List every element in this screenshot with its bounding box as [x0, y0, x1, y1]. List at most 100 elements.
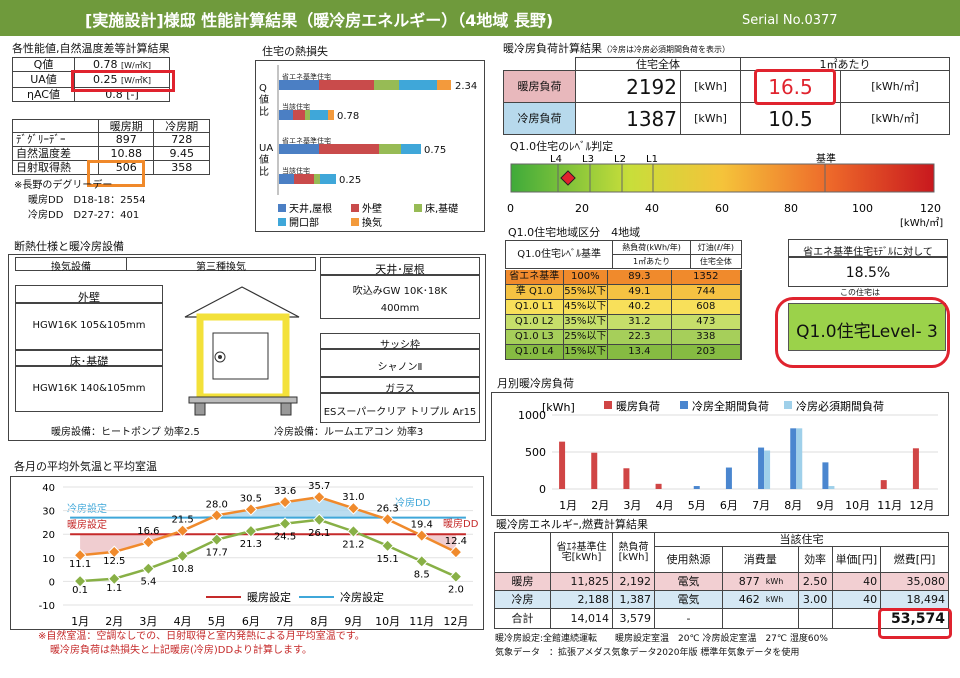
outdoor-label: 17.7 — [206, 548, 228, 559]
sash-label: サッシ枠 — [320, 333, 480, 351]
x-tick: 7月 — [276, 615, 294, 628]
monthly-panel: [kWh] 暖房負荷 冷房全期間負荷 冷房必須期間負荷 0 500 1000 1月 2月… — [491, 392, 949, 516]
x-tick: 8月 — [784, 499, 802, 512]
q1-row: 準 Q1.0 55%以下 49.1 744 — [505, 285, 742, 300]
outdoor-point — [278, 517, 292, 530]
cool-dd-area — [80, 497, 456, 518]
e-c: 暖房 — [494, 572, 551, 591]
e-c: 2,188 — [550, 590, 613, 609]
spec-title: 断熱仕様と暖冷房設備 — [14, 240, 124, 253]
q1-cell: 15%以下 — [564, 345, 609, 359]
q-unit: [W/㎡K] — [120, 61, 152, 70]
outdoor-label: 2.0 — [448, 585, 464, 596]
e-h3: 使用熱源 — [654, 546, 723, 573]
q1-cell: 25%以下 — [564, 330, 609, 344]
y-tick: -10 — [39, 601, 55, 612]
solar-highlight — [87, 160, 145, 187]
room-point — [278, 495, 292, 509]
cool-load-total: 1387 — [575, 102, 681, 135]
q1-row: Q1.0 L1 45%以下 40.2 608 — [505, 300, 742, 315]
q-label: Q値 — [12, 57, 75, 72]
outdoor-label: 15.1 — [376, 554, 398, 565]
q1-row: Q1.0 L4 15%以下 13.4 203 — [505, 345, 742, 360]
x-tick: 3月 — [139, 615, 157, 628]
floor-label: 床･基礎 — [15, 350, 163, 368]
roof-value: 吹込みGW 10K･18K 400mm — [320, 275, 480, 319]
q1-cell: 338 — [672, 330, 741, 344]
y-tick: 20 — [42, 530, 55, 541]
q1-title-text: Q1.0住宅地域区分 — [508, 226, 601, 239]
level-highlight — [775, 297, 950, 368]
x-tick: 9月 — [816, 499, 834, 512]
heat-dd-area — [80, 534, 456, 556]
period-h0 — [12, 119, 99, 133]
e-c: kWh — [762, 590, 799, 609]
temp-note-1: ※自然室温：空調なしでの、日射取得と室内発熱による月平均室温です。 — [38, 631, 365, 642]
tick: 100 — [852, 202, 873, 215]
outdoor-point — [449, 570, 463, 584]
tick: 80 — [784, 202, 798, 215]
e-c: 冷房 — [494, 590, 551, 609]
q1-title: Q1.0住宅地域区分 4地域 — [508, 227, 640, 238]
e-h6: 単価[円] — [831, 546, 882, 573]
mark-l3: L3 — [582, 154, 594, 165]
label-heat-set: 暖房設定 — [67, 518, 107, 531]
bar-0 — [591, 452, 598, 489]
legend-cool-set: 冷房設定 — [340, 590, 384, 604]
period-r0-label: ﾃﾞｸﾞﾘｰﾃﾞｰ — [12, 132, 99, 147]
e-c: 電気 — [654, 590, 723, 609]
e-h1: 熱負荷[kWh] — [612, 532, 655, 573]
q1-region: 4地域 — [611, 226, 641, 239]
bar-2 — [796, 428, 803, 489]
room-point — [312, 490, 326, 504]
label-heat-dd: 暖房DD — [443, 517, 479, 530]
cool-load-per: 10.5 — [740, 102, 841, 135]
y-tick: 0 — [539, 483, 546, 496]
q1-cell: 473 — [672, 315, 741, 329]
q1-cell: 100% — [564, 270, 609, 284]
e-c: 462 — [721, 590, 763, 609]
outdoor-point — [73, 574, 87, 588]
period-r1-heat: 10.88 — [97, 146, 155, 161]
serial-number: Serial No.0377 — [742, 13, 838, 28]
room-label: 12.4 — [445, 536, 467, 547]
room-point — [210, 508, 224, 522]
ua-highlight — [71, 70, 175, 92]
q1-sub1: 住宅全体 — [689, 254, 743, 269]
q1-cell: 55%以下 — [564, 285, 609, 299]
glass-label: ガラス — [320, 377, 480, 395]
energy-row-heat: 暖房 11,825 2,192 電気 877 kWh 2.50 40 35,080 — [494, 572, 949, 591]
room-point — [176, 524, 189, 538]
outdoor-point — [312, 513, 326, 527]
cool-equipment: 冷房設備：ルームエアコン 効率3 — [274, 427, 424, 438]
e-c: 40 — [831, 590, 882, 609]
q1-cell: Q1.0 L3 — [506, 330, 564, 344]
x-tick: 4月 — [656, 499, 674, 512]
ratio-title: 省エネ基準住宅ﾓﾃﾞﾙに対して — [788, 239, 948, 258]
bar-2 — [764, 450, 771, 489]
e-c: 2.50 — [797, 572, 833, 591]
level-bar: L4 L3 L2 L1 基準 0 20 40 60 80 100 120 [kWh/㎡] — [507, 152, 943, 228]
q1-cell: 1352 — [672, 270, 741, 284]
x-tick: 12月 — [443, 615, 468, 628]
e-c: 877 — [721, 572, 763, 591]
x-tick: 12月 — [909, 499, 934, 512]
monthly-unit: [kWh] — [542, 401, 575, 414]
e-h7: 燃費[円] — [880, 546, 949, 573]
mark-l4: L4 — [550, 154, 562, 165]
x-tick: 10月 — [375, 615, 400, 628]
q1-cell: 13.4 — [608, 345, 672, 359]
e-c: kWh — [762, 572, 799, 591]
level-ticks: 0 20 40 60 80 100 120 — [507, 202, 941, 215]
x-tick: 1月 — [71, 615, 89, 628]
q1-h1: 熱負荷(kWh/年) — [612, 240, 691, 255]
heat-load-unit: [kWh] — [680, 70, 741, 103]
q1-cell: 31.2 — [608, 315, 672, 329]
legend-cool-req: 冷房必須期間負荷 — [796, 400, 884, 413]
heatloss-chart: 省エネ基準住宅 2.34 当該住宅 0.78 省エネ基準住宅 0.75 当該住宅… — [277, 65, 477, 229]
room-point — [381, 512, 394, 526]
house-diagram — [184, 286, 300, 416]
period-table: 暖房期 冷房期 ﾃﾞｸﾞﾘｰﾃﾞｰ 897 728 自然温度差 10.88 9.45 日射… — [12, 119, 210, 175]
x-tick: 11月 — [409, 615, 434, 628]
load-col1: 住宅全体 — [575, 57, 741, 71]
